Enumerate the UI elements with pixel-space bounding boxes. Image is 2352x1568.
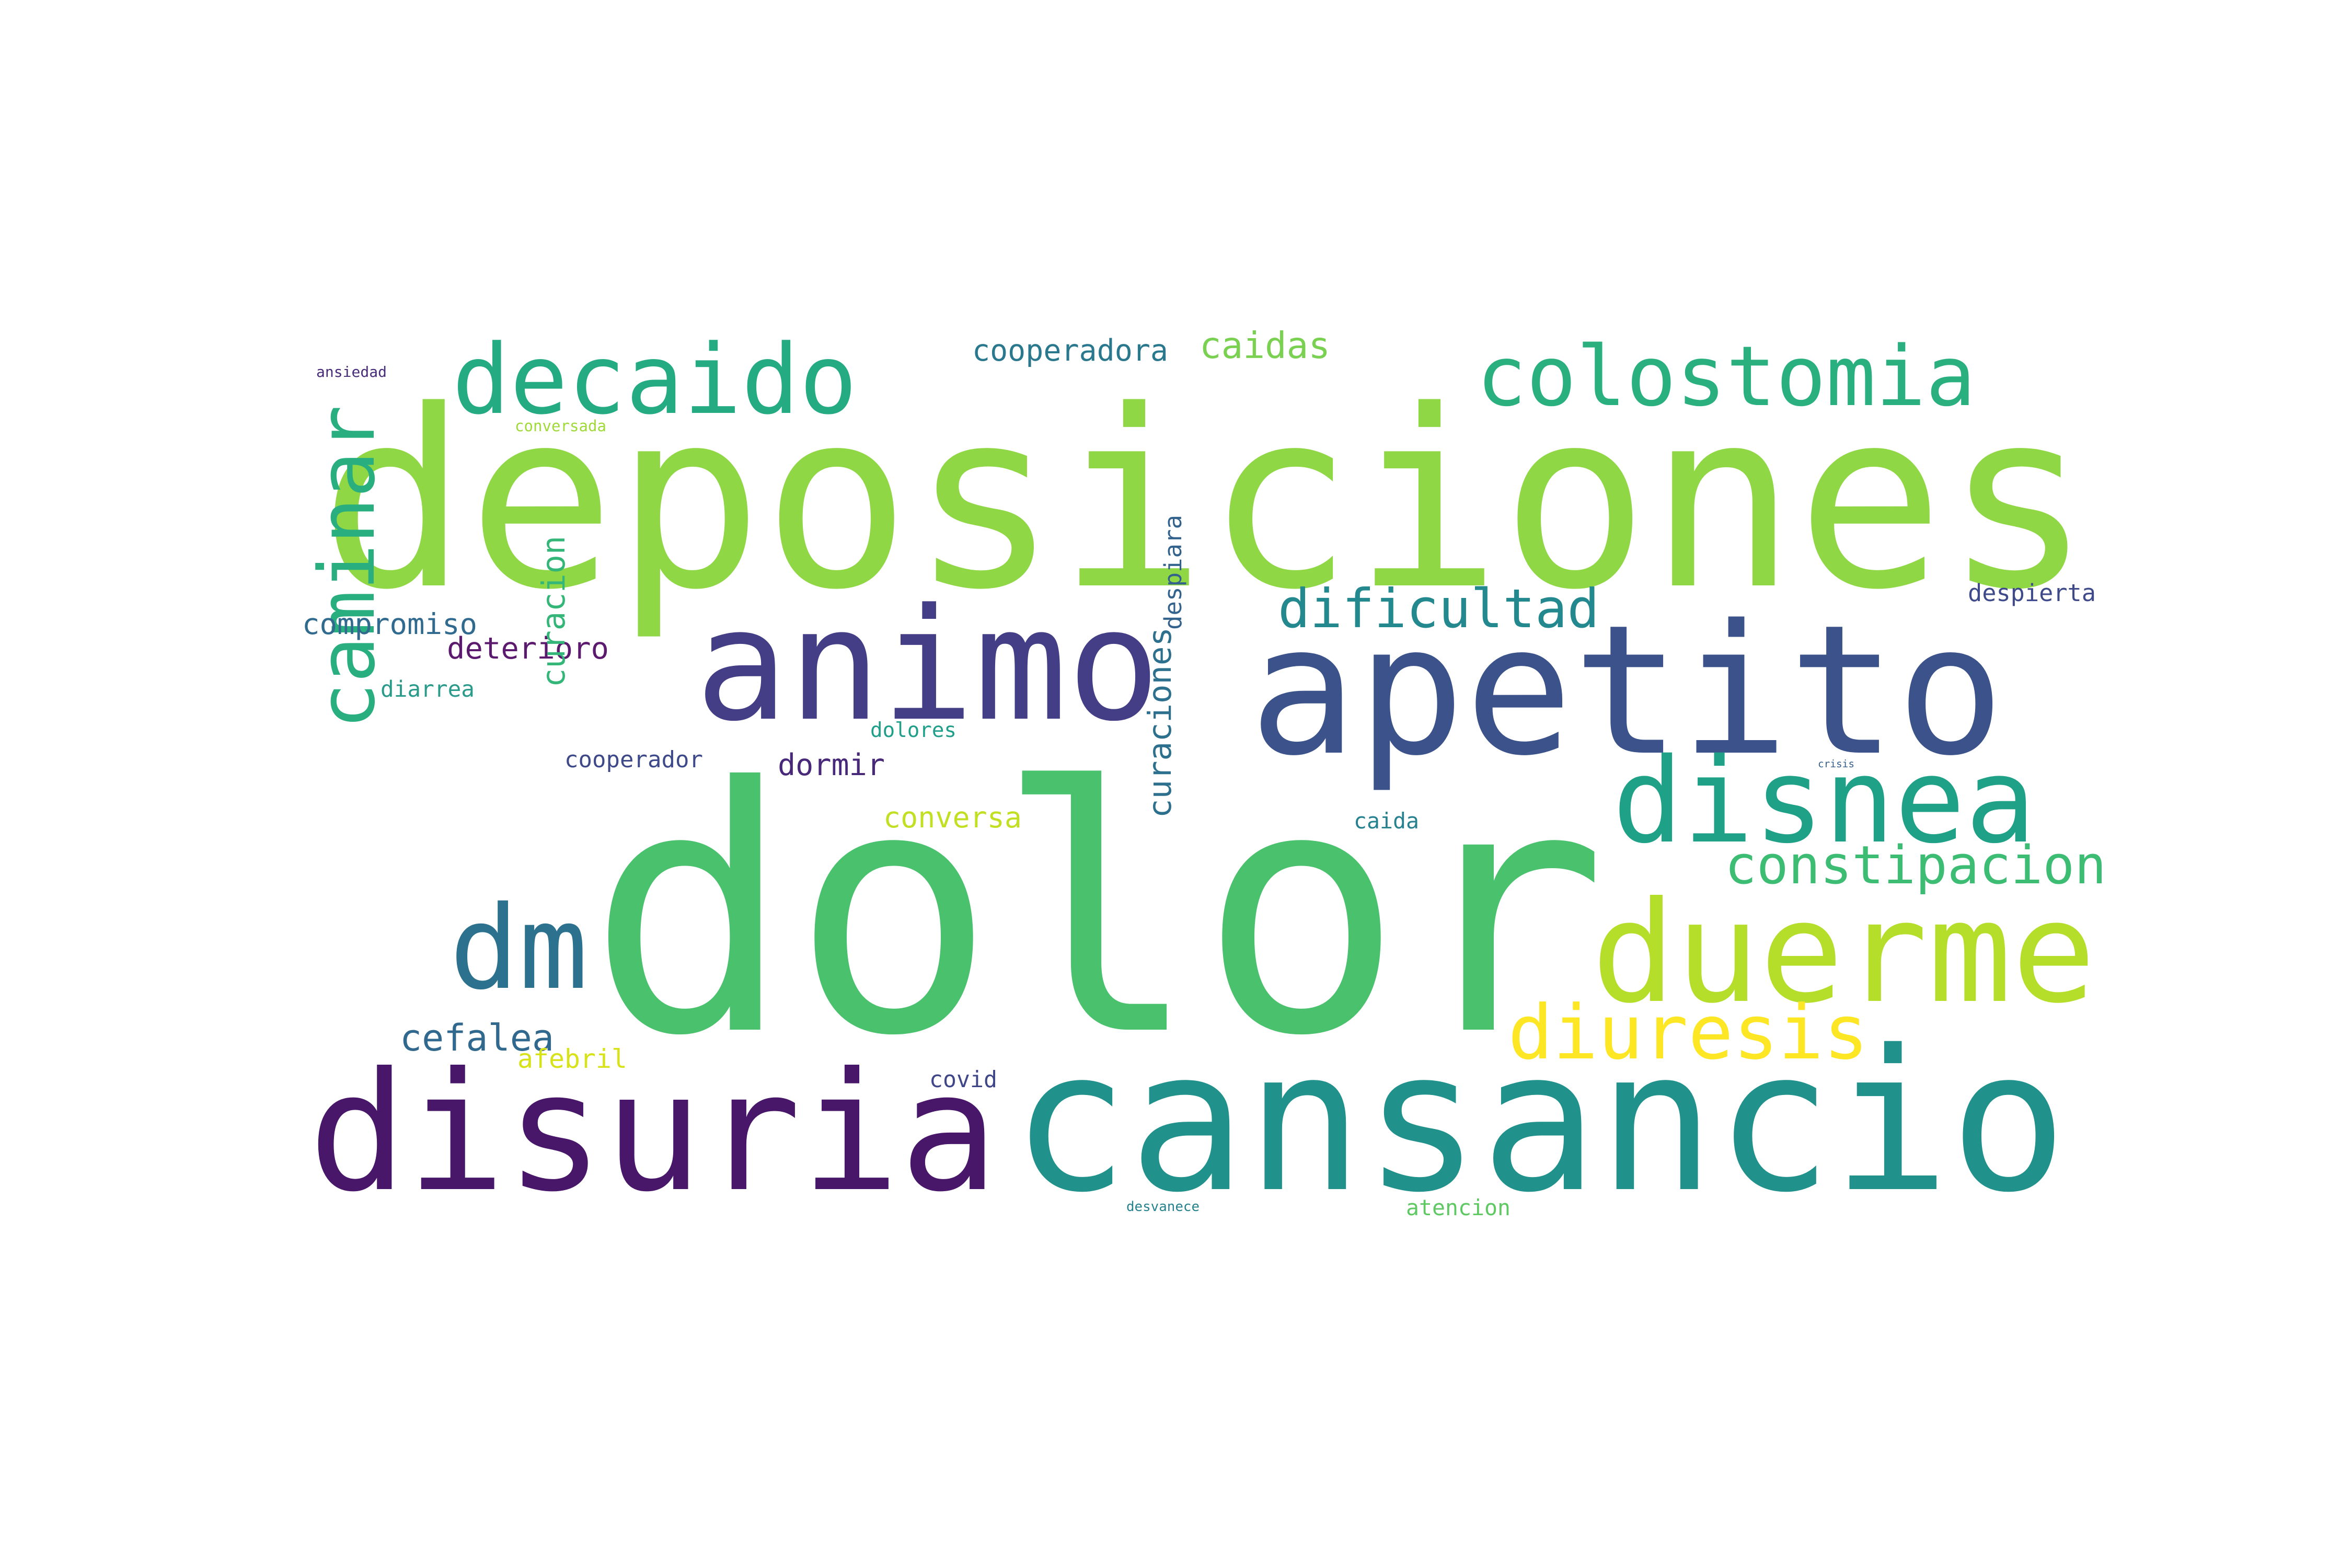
word-caidas: caidas (1200, 325, 1330, 367)
word-dolores: dolores (870, 719, 956, 742)
word-deposiciones: deposiciones (320, 358, 2092, 643)
word-disnea: disnea (1612, 733, 2036, 869)
word-deterioro: deterioro (447, 631, 609, 666)
word-covid: covid (929, 1067, 997, 1093)
word-disuria: disuria (308, 1037, 998, 1228)
word-dolor: dolor (588, 716, 1607, 1110)
word-cooperadora: cooperadora (972, 333, 1168, 368)
word-conversada: conversada (515, 417, 606, 435)
word-caida: caida (1354, 808, 1419, 834)
word-cooperador: cooperador (564, 746, 703, 773)
word-dormir: dormir (778, 748, 885, 782)
word-desvanece: desvanece (1126, 1199, 1200, 1215)
word-cansancio: cansancio (1011, 1008, 2067, 1235)
word-animo: animo (695, 575, 1160, 755)
word-despierta: despierta (1968, 579, 2096, 607)
word-diuresis: diuresis (1508, 989, 1869, 1076)
word-cefalea: cefalea (400, 1017, 554, 1059)
word-apetito: apetito (1249, 586, 2004, 795)
word-decaido: decaido (452, 324, 857, 436)
word-despiara: despiara (1159, 515, 1187, 630)
word-constipacion: constipacion (1725, 834, 2106, 896)
word-ansiedad: ansiedad (316, 363, 387, 381)
word-colostomia: colostomia (1477, 329, 1976, 425)
word-atencion: atencion (1406, 1195, 1511, 1220)
word-caminar: caminar (302, 405, 392, 729)
word-curaciones: curaciones (1142, 627, 1179, 818)
word-diarrea: diarrea (381, 676, 475, 702)
word-conversa: conversa (883, 801, 1022, 834)
word-duerme: duerme (1592, 872, 2096, 1034)
word-curacion: curacion (536, 536, 572, 687)
word-compromiso: compromiso (302, 607, 477, 641)
word-dificultad: dificultad (1278, 578, 1599, 640)
word-dm: dm (449, 881, 588, 1015)
word-afebril: afebril (517, 1044, 627, 1074)
word-crisis: crisis (1818, 758, 1854, 770)
